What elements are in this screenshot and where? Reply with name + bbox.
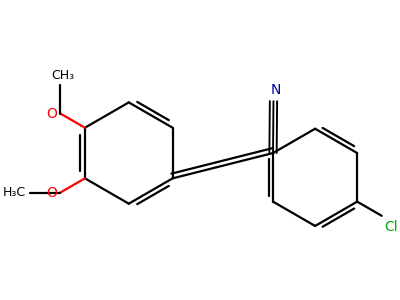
- Text: O: O: [46, 106, 57, 121]
- Text: O: O: [46, 185, 57, 200]
- Text: N: N: [270, 83, 281, 97]
- Text: Cl: Cl: [384, 220, 398, 234]
- Text: H₃C: H₃C: [3, 186, 26, 199]
- Text: CH₃: CH₃: [51, 69, 74, 82]
